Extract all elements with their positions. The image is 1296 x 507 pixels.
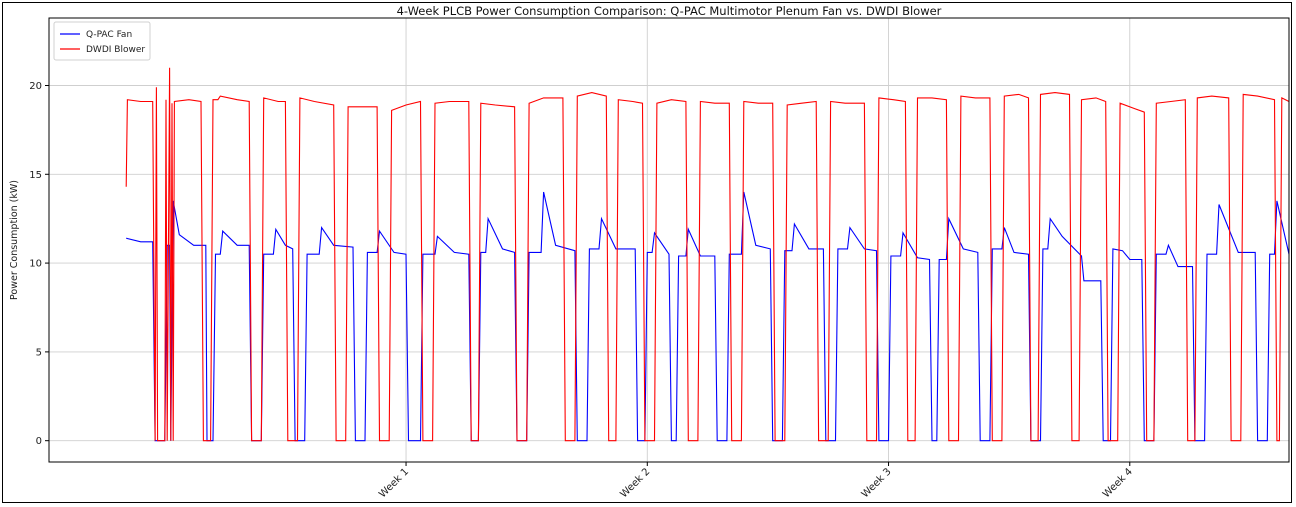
legend-label: DWDI Blower — [86, 45, 145, 55]
legend: Q-PAC Fan DWDI Blower — [53, 21, 151, 61]
x-tick-label: Week 4 — [1101, 466, 1135, 500]
y-tick-label: 10 — [29, 259, 42, 270]
x-tick-label: Week 2 — [619, 466, 653, 500]
chart-title: 4-Week PLCB Power Consumption Comparison… — [397, 4, 942, 18]
y-tick-label: 20 — [29, 81, 42, 92]
x-tick-label: Week 3 — [860, 466, 894, 500]
series-line-dwdi-blower — [125, 67, 1290, 442]
y-tick-label: 15 — [29, 170, 42, 181]
y-tick-label: 0 — [36, 436, 42, 447]
series-line-q-pac-fan — [126, 191, 1290, 442]
legend-label: Q-PAC Fan — [86, 30, 132, 40]
legend-box — [53, 21, 151, 61]
y-tick-label: 5 — [36, 347, 42, 358]
y-axis-label: Power Consumption (kW) — [9, 180, 20, 300]
plot-area-border — [48, 17, 1290, 463]
x-tick-label: Week 1 — [377, 466, 411, 500]
power-consumption-chart: 0 5 10 15 20 Week 1 Week 2 Week 3 Week 4 4-Week P… — [9, 4, 1290, 500]
